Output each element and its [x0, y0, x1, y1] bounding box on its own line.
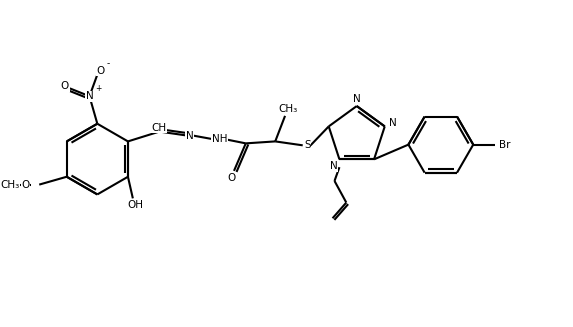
Text: Br: Br: [499, 140, 511, 150]
Text: CH₃: CH₃: [278, 104, 297, 114]
Text: NH: NH: [211, 134, 227, 145]
Text: O: O: [227, 173, 235, 183]
Text: CH₃: CH₃: [0, 180, 19, 190]
Text: N: N: [85, 91, 93, 101]
Text: N: N: [329, 161, 337, 171]
Text: +: +: [95, 84, 102, 93]
Text: O: O: [96, 66, 104, 76]
Text: N: N: [388, 118, 397, 129]
Text: O: O: [21, 180, 30, 190]
Text: -: -: [106, 59, 109, 68]
Text: S: S: [304, 140, 311, 150]
Text: N: N: [186, 130, 194, 141]
Text: CH: CH: [152, 123, 167, 133]
Text: N: N: [353, 94, 360, 104]
Text: O: O: [61, 81, 69, 92]
Text: OH: OH: [128, 200, 144, 210]
